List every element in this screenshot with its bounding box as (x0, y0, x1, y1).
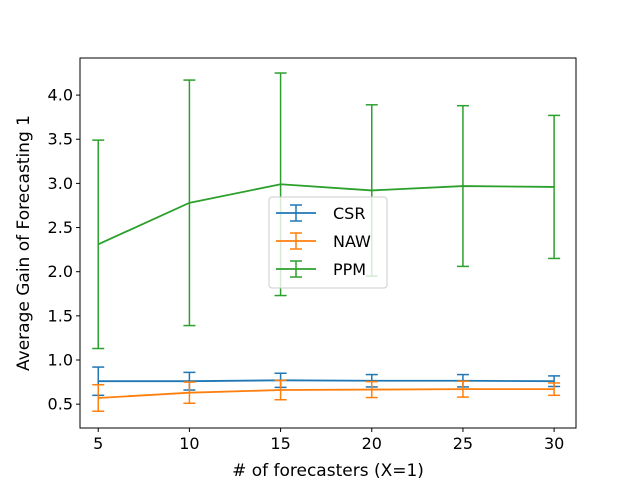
plot-frame (79, 57, 577, 429)
series-naw (92, 379, 561, 412)
legend-label: PPM (333, 260, 366, 279)
x-tick-label: 20 (362, 434, 382, 453)
x-tick-label: 10 (179, 434, 199, 453)
series-line (98, 379, 555, 383)
legend: CSR NAW PPM (268, 196, 388, 289)
legend-label: NAW (333, 232, 371, 251)
series-line (97, 183, 555, 246)
legend-items: CSR NAW PPM (276, 204, 371, 279)
legend-item-csr: CSR (276, 204, 365, 223)
y-axis-label: Average Gain of Forecasting 1 (14, 115, 34, 371)
x-tick-label: 25 (453, 434, 473, 453)
y-tick-label: 2.5 (48, 218, 73, 237)
x-tick-label: 5 (93, 434, 103, 453)
series-line (98, 388, 555, 399)
series-layer (92, 72, 561, 412)
y-tick-label: 1.0 (48, 351, 73, 370)
y-tick-label: 3.5 (48, 130, 73, 149)
y-tick-label: 2.0 (48, 262, 73, 281)
legend-box (268, 196, 388, 289)
x-axis-label: # of forecasters (X=1) (232, 461, 424, 480)
legend-item-naw: NAW (276, 232, 371, 251)
legend-label: CSR (333, 204, 365, 223)
legend-item-ppm: PPM (276, 260, 366, 279)
y-tick-label: 3.0 (48, 174, 73, 193)
y-axis-ticks: 0.5 1.0 1.5 2.0 2.5 3.0 3.5 4.0 (48, 86, 80, 414)
y-tick-label: 1.5 (48, 306, 73, 325)
series-ppm (92, 72, 561, 350)
x-tick-label: 30 (544, 434, 564, 453)
x-tick-label: 15 (270, 434, 290, 453)
x-axis-ticks: 5 10 15 20 25 30 (93, 428, 564, 453)
y-tick-label: 0.5 (48, 395, 73, 414)
y-tick-label: 4.0 (48, 86, 73, 105)
